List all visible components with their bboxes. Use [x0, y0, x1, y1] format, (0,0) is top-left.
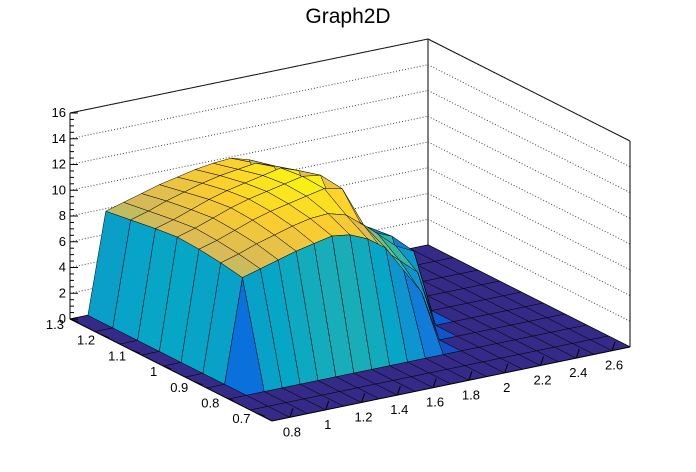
x-tick-label-4: 1.6	[426, 395, 444, 410]
gridline-right-7	[427, 64, 631, 168]
gridline-right-3	[427, 167, 631, 271]
x-tick-5	[468, 371, 473, 381]
z-tick-label-5: 10	[52, 182, 66, 197]
x-tick-4	[432, 378, 437, 388]
z-tick-label-2: 4	[59, 260, 66, 275]
x-tick-label-5: 1.8	[462, 387, 480, 402]
x-tick-label-9: 2.6	[605, 358, 623, 373]
x-tick-8	[575, 348, 580, 359]
y-axis: 0.7 0.8 0.9 1 1.1 1.2 1.3	[46, 317, 265, 426]
z-tick-label-7: 14	[52, 131, 66, 146]
y-tick-label-1: 0.8	[201, 395, 219, 410]
gridline-right-6	[427, 90, 631, 193]
gridline-right-4	[427, 141, 631, 245]
x-axis: 0.8 1 1.2 1.4 1.6 1.8 2 2.2 2.4 2.6	[283, 341, 623, 439]
x-tick-label-7: 2.2	[533, 373, 551, 388]
frame-edge-top-right	[427, 38, 631, 142]
x-tick-label-0: 0.8	[283, 424, 301, 439]
z-tick-label-3: 6	[59, 234, 66, 249]
gridline-back-7	[69, 64, 429, 140]
gridline-back-5	[69, 115, 429, 191]
x-tick-label-2: 1.2	[354, 410, 372, 425]
chart-title: Graph2D	[305, 5, 390, 28]
z-tick-label-0: 0	[59, 311, 66, 326]
x-tick-7	[540, 356, 544, 366]
x-tick-label-1: 1	[324, 417, 331, 432]
y-tick-label-3: 1	[150, 364, 157, 379]
x-tick-label-6: 2	[503, 380, 510, 395]
y-tick-label-5: 1.2	[77, 333, 95, 348]
surface-plot	[69, 157, 631, 422]
z-tick-label-8: 16	[52, 105, 66, 120]
frame-edge-floor-front	[271, 346, 631, 422]
y-tick-0	[256, 412, 265, 417]
y-tick-label-2: 0.9	[170, 380, 188, 395]
x-tick-9	[611, 341, 616, 351]
x-tick-6	[504, 363, 509, 374]
z-tick-label-6: 12	[52, 157, 66, 172]
y-tick-5	[100, 334, 110, 339]
y-tick-2	[194, 381, 203, 386]
z-tick-label-4: 8	[59, 208, 66, 223]
x-tick-1	[325, 400, 330, 411]
y-tick-label-0: 0.7	[232, 411, 250, 426]
x-tick-3	[396, 385, 401, 396]
y-tick-6	[69, 318, 79, 323]
z-tick-label-1: 2	[59, 285, 66, 300]
x-tick-label-8: 2.4	[569, 365, 587, 380]
gridline-back-8	[69, 38, 429, 114]
gridline-right-5	[427, 115, 631, 219]
z-axis: 0 2 4 6 8 10 12 14 16	[52, 105, 78, 326]
y-tick-label-4: 1.1	[108, 348, 126, 363]
y-tick-label-6: 1.3	[46, 317, 64, 332]
x-tick-label-3: 1.4	[390, 402, 408, 417]
y-tick-4	[131, 349, 141, 354]
y-tick-3	[163, 365, 172, 370]
x-tick-2	[361, 393, 365, 403]
y-tick-1	[225, 396, 234, 401]
gridline-back-6	[69, 90, 429, 165]
x-tick-0	[289, 408, 294, 418]
